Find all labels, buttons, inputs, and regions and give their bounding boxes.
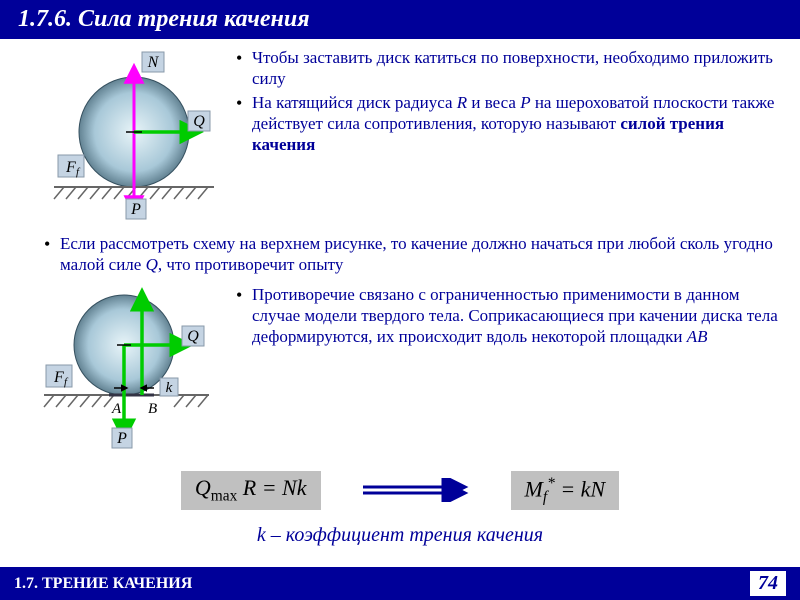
diagram-1: N Q F f P xyxy=(14,47,224,227)
mid-bullet-item: Если рассмотреть схему на верхнем рисунк… xyxy=(42,233,786,276)
mid-bullet: Если рассмотреть схему на верхнем рисунк… xyxy=(42,233,786,276)
equation-1: Qmax R = Nk xyxy=(181,471,321,509)
diagram-2: Q F f k P A B xyxy=(14,280,224,465)
svg-text:Q: Q xyxy=(187,328,199,345)
svg-text:B: B xyxy=(148,401,157,417)
svg-text:N: N xyxy=(147,54,160,71)
svg-text:P: P xyxy=(130,201,141,218)
bullet-2: На катящийся диск радиуса R и веса P на … xyxy=(234,92,786,156)
bullet-3: Противоречие связано с ограниченностью п… xyxy=(234,284,786,348)
svg-text:k: k xyxy=(166,380,173,396)
slide-footer: 1.7. ТРЕНИЕ КАЧЕНИЯ 74 xyxy=(0,567,800,600)
diagram-1-svg: N Q F f P xyxy=(14,47,224,222)
header-title: 1.7.6. Сила трения качения xyxy=(18,6,310,32)
svg-text:F: F xyxy=(65,159,76,176)
footer-section: 1.7. ТРЕНИЕ КАЧЕНИЯ xyxy=(14,575,192,593)
svg-text:P: P xyxy=(116,430,127,447)
svg-text:F: F xyxy=(53,369,64,386)
diagram-2-svg: Q F f k P A B xyxy=(14,280,224,460)
svg-text:A: A xyxy=(111,401,122,417)
row-1: N Q F f P Чтобы заставить диск катиться … xyxy=(14,47,786,227)
page-number: 74 xyxy=(750,571,786,596)
bullets-1: Чтобы заставить диск катиться по поверхн… xyxy=(234,47,786,157)
slide-content: N Q F f P Чтобы заставить диск катиться … xyxy=(0,39,800,547)
coefficient-line: k – коэффициент трения качения xyxy=(14,524,786,547)
arrow-icon xyxy=(361,478,471,502)
bullet-1: Чтобы заставить диск катиться по поверхн… xyxy=(234,47,786,90)
bullets-2: Противоречие связано с ограниченностью п… xyxy=(234,280,786,350)
row-2: Q F f k P A B Противоречие связано с огр… xyxy=(14,280,786,465)
slide-header: 1.7.6. Сила трения качения xyxy=(0,0,800,39)
svg-text:Q: Q xyxy=(193,113,205,130)
equation-2: Mf* = kN xyxy=(511,471,620,511)
equation-row: Qmax R = Nk Mf* = kN xyxy=(14,471,786,511)
